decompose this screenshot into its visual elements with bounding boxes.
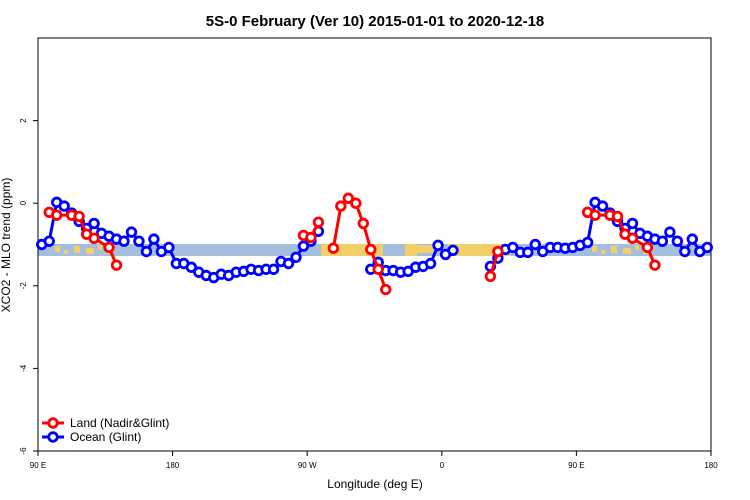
- data-point: [88, 217, 100, 230]
- data-point: [484, 270, 497, 283]
- data-point: [88, 232, 100, 245]
- data-point: [641, 241, 654, 254]
- data-point: [163, 241, 175, 254]
- x-tick-label: 90 E: [568, 461, 584, 470]
- data-point: [350, 197, 362, 209]
- data-point: [148, 233, 160, 245]
- data-point: [305, 231, 317, 244]
- data-point: [507, 241, 519, 254]
- legend-marker: [47, 431, 59, 443]
- data-point: [133, 235, 145, 247]
- data-point: [110, 259, 123, 271]
- y-tick-label: 2: [19, 118, 28, 123]
- data-point: [103, 241, 115, 254]
- x-tick-label: 90 E: [30, 461, 46, 470]
- y-axis-label: XCO2 - MLO trend (ppm): [0, 178, 13, 313]
- data-point: [118, 235, 130, 247]
- data-point: [43, 235, 55, 247]
- data-point: [611, 210, 624, 223]
- y-tick-label: -4: [19, 364, 28, 372]
- data-point: [290, 251, 302, 264]
- x-tick-label: 0: [440, 461, 445, 470]
- data-point: [140, 245, 153, 258]
- data-point: [357, 217, 369, 230]
- x-tick-label: 180: [166, 461, 180, 470]
- data-point: [649, 259, 661, 271]
- data-point: [185, 261, 197, 273]
- data-point: [312, 216, 325, 228]
- data-point: [50, 209, 63, 221]
- legend-label: Ocean (Glint): [70, 430, 141, 444]
- data-point: [297, 240, 310, 252]
- data-point: [372, 263, 384, 275]
- data-point: [656, 235, 669, 247]
- legend: Land (Nadir&Glint)Ocean (Glint): [42, 416, 169, 444]
- data-point: [686, 233, 699, 245]
- data-point: [679, 245, 691, 258]
- data-point: [589, 209, 601, 221]
- legend-label: Land (Nadir&Glint): [70, 416, 169, 430]
- data-point: [432, 239, 444, 252]
- data-point: [492, 245, 504, 258]
- chart-title: 5S-0 February (Ver 10) 2015-01-01 to 202…: [206, 13, 545, 30]
- data-point: [701, 241, 713, 254]
- data-point: [125, 226, 138, 238]
- data-point: [424, 257, 437, 270]
- data-point: [447, 244, 459, 256]
- y-tick-label: -2: [19, 282, 28, 290]
- data-point: [342, 192, 355, 204]
- data-point: [626, 232, 639, 245]
- legend-marker: [47, 417, 59, 429]
- data-point: [529, 238, 541, 251]
- data-point: [581, 236, 594, 249]
- data-point: [365, 243, 377, 256]
- data-point: [380, 283, 392, 296]
- x-tick-label: 180: [704, 461, 718, 470]
- data-point: [73, 210, 85, 223]
- data-point: [671, 235, 684, 247]
- data-point: [626, 217, 639, 230]
- data-point: [267, 263, 280, 275]
- x-tick-label: 90 W: [298, 461, 317, 470]
- y-tick-label: 0: [19, 200, 28, 205]
- x-axis-label: Longitude (deg E): [327, 477, 422, 491]
- data-point: [58, 200, 70, 212]
- data-point: [335, 200, 347, 212]
- data-point: [282, 257, 295, 270]
- data-point: [327, 242, 340, 254]
- y-tick-label: -6: [19, 447, 28, 455]
- data-point: [596, 200, 609, 212]
- data-point: [664, 226, 676, 238]
- data-point: [522, 246, 534, 259]
